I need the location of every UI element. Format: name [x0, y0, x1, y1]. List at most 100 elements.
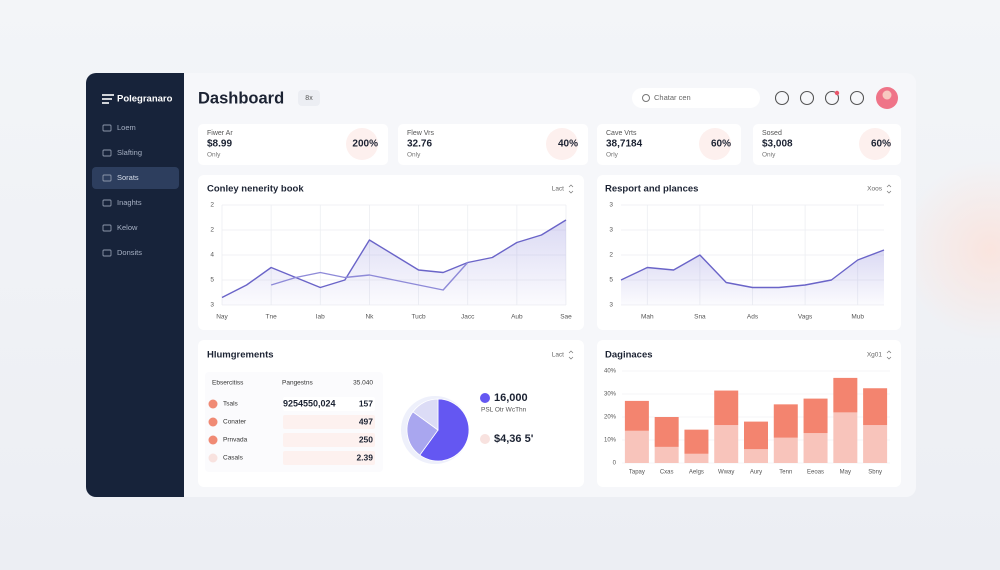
legend-title: 16,000 — [494, 392, 528, 404]
nav-item: Sorats — [117, 173, 139, 182]
x-tick-label: Mah — [641, 314, 654, 321]
icon-alerts[interactable] — [824, 90, 840, 106]
x-tick-label: Tenn — [779, 470, 792, 476]
panel-control: Xoos — [867, 186, 883, 193]
nav-item: Loem — [117, 123, 136, 132]
row-bar — [283, 397, 375, 411]
x-tick-label: Tucb — [411, 314, 426, 321]
nav-icon — [102, 149, 112, 157]
kpi-card — [398, 124, 588, 165]
nav-active — [92, 167, 179, 189]
row-value: 2.39 — [356, 452, 373, 462]
y-tick-label: 30% — [604, 392, 617, 398]
bar-segment — [833, 412, 858, 463]
kpi-card — [198, 124, 388, 165]
nav-item: Inaghts — [117, 198, 142, 207]
kpi-glow — [859, 128, 891, 160]
icon-chat[interactable] — [774, 90, 790, 106]
row-name: Conater — [223, 419, 247, 426]
bar-segment — [624, 430, 649, 463]
x-tick-label: Sae — [560, 314, 572, 321]
bar-segment — [714, 425, 739, 463]
bar-segment — [833, 377, 858, 413]
bar-segment — [773, 404, 798, 438]
page-title: Dashboard — [198, 89, 284, 107]
row-name: Casals — [223, 455, 244, 462]
x-tick-label: Eeoas — [807, 470, 824, 476]
search-box[interactable] — [632, 88, 760, 108]
chart-title: Resport and plances — [605, 184, 698, 195]
row-bar — [283, 433, 375, 447]
kpi-label: Sosed — [762, 130, 782, 137]
bar-segment — [654, 417, 679, 447]
x-tick-label: Tapay — [629, 470, 645, 476]
line-area — [222, 220, 566, 305]
y-tick-label: 3 — [609, 202, 613, 209]
pie-slice — [419, 398, 470, 462]
search-icon — [642, 94, 650, 102]
panel-control: Lact — [552, 186, 564, 193]
y-tick-label: 0 — [613, 461, 617, 467]
bar-segment — [773, 437, 798, 463]
x-tick-label: Tne — [266, 314, 278, 321]
bar-segment — [863, 425, 888, 463]
badge: 8x — [305, 95, 313, 102]
alert-dot — [834, 90, 840, 96]
row-value: 250 — [359, 434, 373, 444]
row-value: 157 — [359, 398, 373, 408]
kpi-change: 60% — [871, 139, 891, 150]
pie-slice — [412, 398, 439, 431]
bar-segment — [744, 449, 768, 463]
avatar-face — [882, 90, 892, 100]
nav-icon — [102, 249, 112, 257]
row-dot — [208, 453, 218, 463]
y-tick-label: 3 — [609, 227, 613, 234]
bar-segment — [624, 400, 649, 431]
kpi-value: 38,7184 — [606, 139, 643, 150]
legend-dot — [480, 393, 490, 403]
y-tick-label: 40% — [604, 369, 617, 375]
row-amount: 9254550,024 — [283, 398, 336, 408]
bar-segment — [714, 390, 739, 426]
x-tick-label: Nk — [365, 314, 374, 321]
row-dot — [208, 399, 218, 409]
panel-control: Xg01 — [867, 352, 883, 359]
icon-apps[interactable] — [849, 90, 865, 106]
y-tick-label: 10% — [604, 438, 617, 444]
icon-refresh[interactable] — [799, 90, 815, 106]
x-tick-label: May — [840, 470, 851, 476]
line-series — [620, 249, 885, 289]
pie-slice — [406, 411, 439, 456]
panel-control: Lact — [552, 352, 564, 359]
legend-title: $4,36 5' — [494, 433, 534, 445]
nav-item: Kelow — [117, 223, 138, 232]
kpi-glow — [546, 128, 578, 160]
y-tick-label: 5 — [210, 277, 214, 284]
row-name: Tsals — [223, 401, 239, 408]
y-tick-label: 3 — [609, 302, 613, 309]
line-series — [221, 219, 567, 299]
legend-dot — [480, 434, 490, 444]
kpi-value: $8.99 — [207, 139, 232, 150]
bar-segment — [803, 398, 828, 434]
x-tick-label: Mub — [851, 314, 864, 321]
line-area — [621, 250, 884, 305]
x-tick-label: Sna — [694, 314, 706, 321]
chart-title: Daginaces — [605, 350, 653, 361]
x-tick-label: Nay — [216, 314, 228, 321]
kpi-sub: Orly — [606, 152, 619, 159]
chart-title: Conley nenerity book — [207, 184, 304, 195]
x-tick-label: Aub — [511, 314, 523, 321]
x-tick-label: Jacc — [461, 314, 475, 321]
nav-icon — [102, 224, 112, 232]
nav-icon — [102, 124, 112, 132]
x-tick-label: Ads — [747, 314, 759, 321]
row-bar — [283, 415, 375, 429]
row-name: Prnvada — [223, 437, 248, 444]
brand-icon — [102, 94, 114, 104]
kpi-value: 32.76 — [407, 139, 432, 150]
row-dot — [208, 417, 218, 427]
x-tick-label: Wway — [718, 470, 734, 476]
y-tick-label: 2 — [210, 202, 214, 209]
